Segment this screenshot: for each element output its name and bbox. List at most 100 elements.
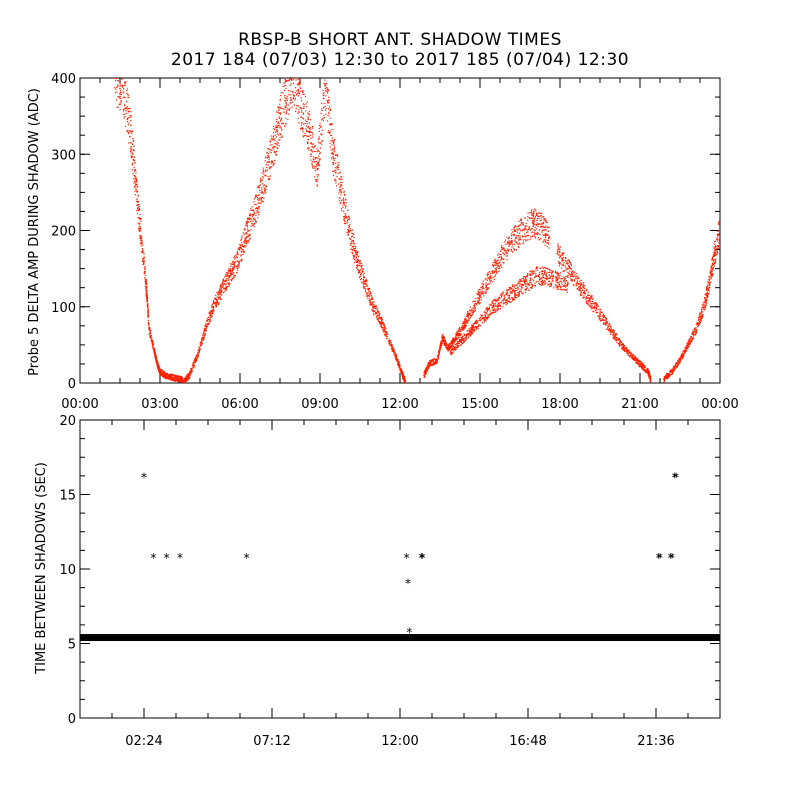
amp-point [456,346,458,349]
amp-point [158,371,160,373]
amp-point [372,309,374,312]
amp-point [360,278,362,281]
amp-point [146,285,148,287]
amp-point [495,301,497,303]
amp-point [138,225,140,227]
amp-point [535,269,537,271]
amp-point [244,239,246,241]
amp-point [347,234,350,236]
amp-point [295,79,297,81]
amp-point [304,119,306,121]
amp-point [516,241,518,243]
amp-point [274,134,276,136]
amp-point [316,150,319,152]
amp-point [512,244,514,246]
amp-point [287,118,289,121]
amp-point [360,265,362,267]
amp-point [161,375,164,378]
amp-point [432,363,434,365]
amp-point [174,376,176,378]
amp-point [523,278,525,281]
amp-point [506,299,508,302]
amp-point [306,106,308,108]
amp-point [471,329,473,331]
amp-point [248,217,250,220]
amp-point [312,134,314,136]
amp-point [519,283,521,285]
amp-point [465,337,467,339]
chart-title-line1: RBSP-B SHORT ANT. SHADOW TIMES [238,30,562,50]
amp-point [474,300,476,303]
amp-point [500,294,502,296]
amp-point [290,60,291,61]
amp-point [537,274,539,276]
amp-point [243,227,245,230]
amp-point [209,318,211,320]
amp-point [117,60,118,61]
amp-point [524,291,526,293]
amp-point [215,302,218,304]
amp-point [542,267,544,269]
amp-point [500,259,502,261]
amp-point [511,231,514,233]
amp-point [325,95,327,97]
amp-point [534,223,536,226]
amp-point [230,263,232,265]
amp-point [457,343,460,345]
amp-point [203,331,205,333]
amp-point [449,343,451,345]
amp-point [346,232,348,234]
amp-point [504,296,506,299]
amp-point [462,327,465,329]
amp-point [331,144,333,146]
amp-point [228,274,231,277]
amp-point [460,337,462,339]
amp-point [353,236,355,239]
amp-point [263,197,265,199]
amp-point [449,346,452,348]
amp-point [464,324,466,326]
amp-point [271,149,273,151]
amp-point [489,275,492,278]
amp-point [316,164,318,166]
amp-point [323,82,325,85]
amp-point [543,234,545,236]
amp-point [527,231,529,233]
amp-point [449,345,451,347]
amp-point [451,349,453,351]
amp-point [540,214,542,217]
amp-point [475,321,477,324]
amp-point [246,225,248,228]
amp-point [454,336,457,338]
amp-point [476,293,478,295]
amp-point [522,223,524,226]
amp-point [274,138,276,140]
amp-point [333,139,335,141]
amp-point [156,360,158,362]
amp-point [189,375,191,377]
amp-point [442,334,444,337]
amp-point [544,226,546,228]
amp-point [351,242,353,245]
amp-point [275,136,278,138]
amp-point [232,262,235,264]
amp-point [176,376,178,379]
amp-point [350,243,352,245]
amp-point [289,102,291,104]
amp-point [462,338,464,340]
amp-point [315,166,317,168]
amp-point [533,231,536,233]
amp-point [458,345,460,347]
amp-point [352,252,354,255]
amp-point [276,118,278,121]
amp-point [298,82,300,85]
amp-point [286,95,288,97]
amp-point [472,311,474,313]
amp-point [135,178,137,180]
amp-point [258,200,260,202]
amp-point [347,218,350,220]
amp-point [374,310,376,312]
amp-point [523,229,526,231]
amp-point [463,334,466,337]
x-tick-label: 00:00 [61,397,98,412]
